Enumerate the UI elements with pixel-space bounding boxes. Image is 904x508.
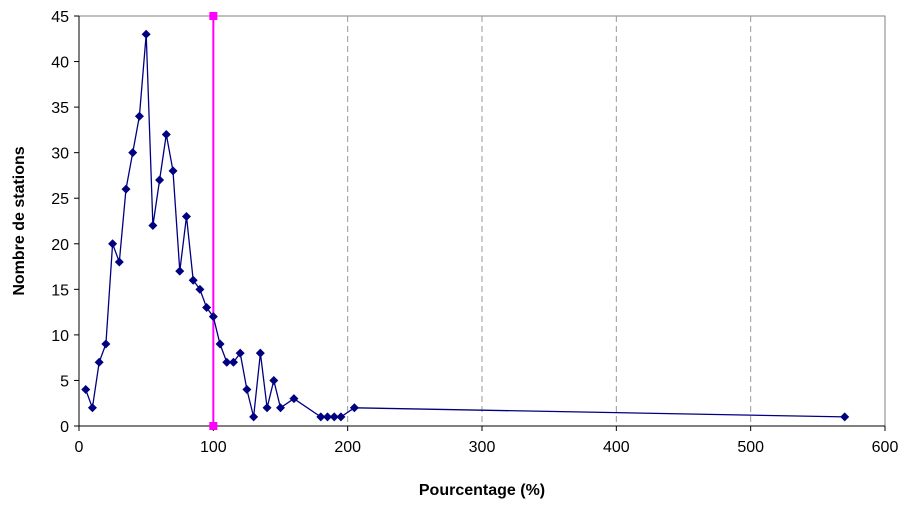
y-axis-title: Nombre de stations [11, 146, 28, 295]
data-point [228, 357, 238, 367]
y-ticks: 0 5 10 15 20 25 30 35 40 45 [51, 9, 79, 436]
data-point [108, 239, 118, 249]
data-point [134, 111, 144, 121]
data-point [188, 275, 198, 285]
data-point [141, 29, 151, 39]
x-tick-label: 0 [75, 439, 84, 456]
y-tick-label: 40 [51, 55, 69, 72]
y-tick-label: 25 [51, 191, 69, 208]
data-point [81, 385, 91, 395]
x-tick-label: 500 [737, 439, 764, 456]
x-tick-label: 400 [603, 439, 630, 456]
data-point [323, 412, 333, 422]
data-point [114, 257, 124, 267]
x-tick-label: 600 [872, 439, 899, 456]
data-point [329, 412, 339, 422]
data-point [155, 175, 165, 185]
data-point [181, 211, 191, 221]
series-group [81, 29, 850, 422]
data-point [128, 148, 138, 158]
y-tick-label: 20 [51, 237, 69, 254]
reference-line-group [209, 12, 218, 430]
data-point [121, 184, 131, 194]
data-point [87, 403, 97, 413]
grid-lines [347, 16, 752, 426]
data-point [349, 403, 359, 413]
y-tick-label: 0 [60, 419, 69, 436]
data-point [242, 385, 252, 395]
y-tick-label: 5 [60, 373, 69, 390]
data-point [175, 266, 185, 276]
data-point [168, 166, 178, 176]
data-point [195, 284, 205, 294]
data-point [262, 403, 272, 413]
data-point [249, 412, 259, 422]
data-point [336, 412, 346, 422]
x-ticks: 0 100 200 300 400 500 600 [75, 426, 899, 456]
data-point [101, 339, 111, 349]
data-point [208, 312, 218, 322]
data-point [161, 129, 171, 139]
x-axis-title: Pourcentage (%) [419, 482, 545, 499]
x-tick-label: 200 [334, 439, 361, 456]
y-tick-label: 15 [51, 282, 69, 299]
data-point [840, 412, 850, 422]
data-point [269, 375, 279, 385]
x-tick-label: 300 [469, 439, 496, 456]
data-point [202, 303, 212, 313]
data-point [215, 339, 225, 349]
data-point [222, 357, 232, 367]
data-point [316, 412, 326, 422]
reference-line-marker [209, 12, 218, 20]
y-tick-label: 30 [51, 146, 69, 163]
data-point [148, 221, 158, 231]
data-point [235, 348, 245, 358]
y-tick-label: 10 [51, 328, 69, 345]
y-tick-label: 45 [51, 9, 69, 26]
reference-line-marker [209, 422, 218, 430]
data-point [289, 394, 299, 404]
data-point [94, 357, 104, 367]
data-point [276, 403, 285, 413]
x-tick-label: 100 [200, 439, 227, 456]
data-point [255, 348, 265, 358]
y-tick-label: 35 [51, 100, 69, 117]
